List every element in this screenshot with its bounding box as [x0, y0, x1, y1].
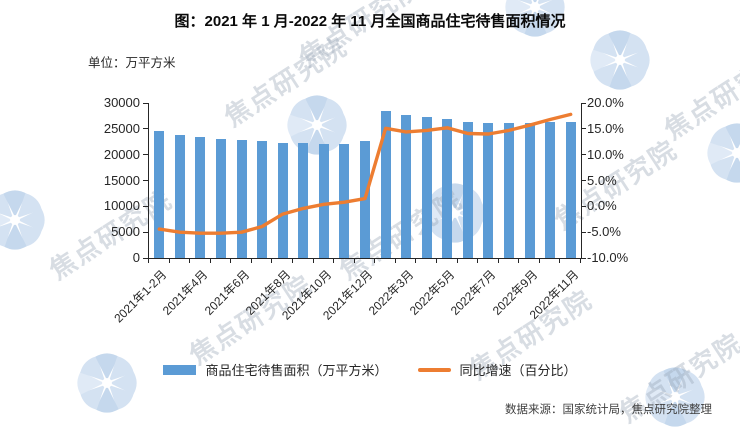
- x-axis-tickmark: [559, 259, 561, 263]
- legend-label: 同比增速（百分比）: [459, 363, 577, 378]
- x-axis-tickmark: [333, 259, 335, 263]
- x-axis-tickmark: [312, 259, 314, 263]
- left-axis-tickmark: [143, 180, 148, 181]
- legend-line-swatch: [417, 367, 451, 372]
- right-axis-tick-label: 20.0%: [587, 95, 624, 110]
- right-axis-tickmark: [581, 231, 586, 233]
- x-axis-tickmark: [477, 259, 479, 263]
- bar-2021年10月: [318, 144, 329, 258]
- left-axis-tickmark: [143, 257, 148, 259]
- left-axis-tick-label: 30000: [103, 95, 140, 110]
- right-axis-tickmark: [581, 180, 586, 181]
- x-axis-tickmark: [148, 259, 149, 263]
- left-axis-tickmark: [143, 128, 148, 130]
- x-axis-tickmark: [209, 259, 211, 263]
- bar-2022年10月: [545, 122, 556, 258]
- right-axis-tickmark: [581, 205, 586, 207]
- x-axis-tickmark: [436, 259, 437, 263]
- legend-label: 商品住宅待售面积（万平方米）: [205, 363, 388, 378]
- right-axis-tick-label: -10.0%: [587, 250, 629, 265]
- right-axis-tick-label: -5.0%: [587, 224, 621, 240]
- bar-2022年1-2月: [380, 111, 391, 258]
- left-axis-tick-label: 0: [132, 250, 140, 265]
- right-axis-tickmark: [581, 102, 586, 104]
- bar-2021年6月: [236, 140, 247, 258]
- left-axis-tick-label: 5000: [111, 224, 140, 240]
- growth-rate-line: [157, 112, 573, 235]
- right-axis-tickmark: [581, 257, 586, 259]
- bar-2021年3月: [174, 135, 185, 258]
- chart-legend: 商品住宅待售面积（万平方米） 同比增速（百分比）: [0, 360, 740, 379]
- right-axis-tickmark: [581, 154, 586, 156]
- x-axis-tickmark: [168, 259, 170, 263]
- bar-2022年7月: [483, 123, 494, 258]
- x-axis-tickmark: [353, 259, 355, 263]
- right-axis-tick-label: 0.0%: [587, 198, 617, 214]
- x-axis-tickmark: [580, 259, 581, 263]
- x-axis-tickmark: [292, 259, 293, 263]
- x-axis-tickmark: [518, 259, 520, 263]
- left-axis-tickmark: [143, 231, 148, 233]
- bar-2022年11月: [565, 122, 576, 258]
- left-axis-tick-label: 25000: [103, 120, 140, 136]
- left-axis-tickmark: [143, 154, 148, 156]
- left-axis-tick-label: 20000: [103, 146, 140, 162]
- right-axis-tickmark: [581, 128, 586, 130]
- bar-2021年9月: [298, 143, 309, 258]
- data-source-note: 数据来源：国家统计局，焦点研究院整理: [505, 404, 712, 416]
- bar-2022年9月: [524, 123, 535, 258]
- x-axis-tickmark: [538, 259, 540, 263]
- x-axis-tickmark: [271, 259, 273, 263]
- chart-title: 图：2021 年 1 月-2022 年 11 月全国商品住宅待售面积情况: [174, 13, 566, 30]
- bar-2021年8月: [277, 143, 288, 258]
- left-axis-tick-label: 15000: [103, 172, 140, 188]
- left-axis-tickmark: [143, 205, 148, 207]
- bar-2021年5月: [216, 139, 226, 258]
- x-axis-tickmark: [415, 259, 417, 263]
- left-axis-tick-label: 10000: [103, 198, 140, 214]
- legend-item: 商品住宅待售面积（万平方米）: [163, 360, 388, 379]
- unit-label: 单位：万平方米: [88, 56, 176, 70]
- legend-bar-swatch: [163, 364, 197, 375]
- x-axis-tickmark: [250, 259, 252, 263]
- bar-2022年3月: [401, 115, 412, 258]
- right-axis-tick-label: 15.0%: [587, 120, 624, 136]
- left-axis-tickmark: [143, 102, 148, 104]
- x-axis-tickmark: [394, 259, 396, 263]
- x-axis-tickmark: [374, 259, 376, 263]
- bar-2021年1-2月: [154, 131, 165, 258]
- plot-area: [148, 103, 582, 259]
- right-axis-tick-label: 10.0%: [587, 146, 624, 162]
- x-axis-tickmark: [497, 259, 499, 263]
- bar-2021年7月: [257, 141, 268, 258]
- bar-2021年4月: [195, 137, 206, 258]
- x-axis-tickmark: [456, 259, 458, 263]
- legend-item: 同比增速（百分比）: [417, 360, 577, 379]
- x-axis-tickmark: [230, 259, 232, 263]
- bar-2022年8月: [504, 123, 514, 258]
- right-axis-tick-label: 5.0%: [587, 172, 617, 188]
- x-axis-tickmark: [189, 259, 191, 263]
